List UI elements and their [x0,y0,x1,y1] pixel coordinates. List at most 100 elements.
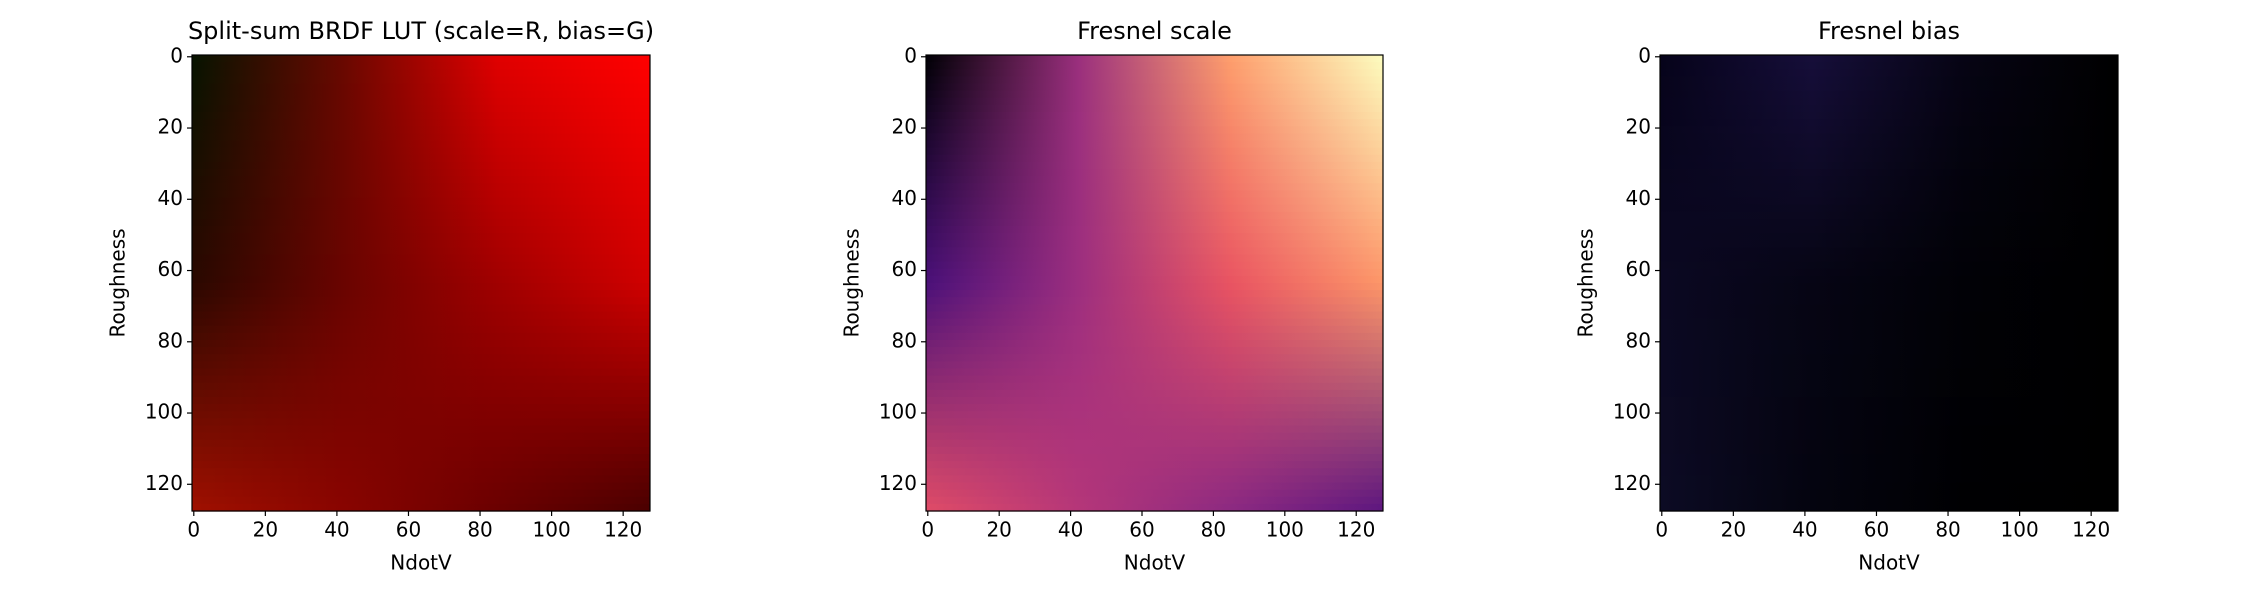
heatmap-strip [192,368,650,377]
y-axis-label: Roughness [840,228,864,337]
heatmap-strip [1660,482,2118,491]
heatmap-strip [926,183,1383,191]
heatmap-strip [1660,176,2118,184]
heatmap-strip [926,147,1383,156]
heatmap-strip [1660,432,2118,441]
y-tick-label: 60 [158,257,183,281]
heatmap-strip [926,354,1383,362]
heatmap-strip [192,226,650,234]
heatmap-strip [192,297,650,305]
y-tick-label: 80 [892,328,917,352]
x-tick-label: 100 [2001,518,2039,542]
heatmap-strip [192,97,650,106]
heatmap-strip [926,240,1383,248]
heatmap-strip [926,418,1383,427]
heatmap-strip [926,290,1383,298]
x-axis-label: NdotV [1124,551,1186,575]
heatmap-strip [192,90,650,99]
heatmap-strip [192,126,650,134]
heatmap-strip [1660,119,2118,127]
heatmap-strip [1660,368,2118,377]
heatmap-strip [926,126,1383,134]
heatmap-strip [192,482,650,491]
heatmap-strip [926,496,1383,505]
heatmap-strip [926,190,1383,199]
heatmap-strip [192,55,650,63]
heatmap-strip [192,211,650,220]
heatmap-strip [1660,332,2118,341]
y-tick-label: 20 [892,115,917,139]
heatmap-strip [926,176,1383,184]
axes-frame [925,54,1384,512]
heatmap-strip [926,226,1383,234]
x-tick-label: 80 [1201,518,1226,542]
y-axis-label: Roughness [1574,228,1598,337]
axes-frame [1659,54,2119,512]
heatmap-strip [192,503,650,512]
heatmap-strip [926,69,1383,77]
heatmap-strip [926,283,1383,291]
heatmap-strip [192,62,650,70]
x-tick-label: 60 [396,518,421,542]
heatmap-strip [1660,404,2118,412]
heatmap-strip [926,389,1383,398]
x-tick-label: 60 [1864,518,1889,542]
heatmap-strip [926,482,1383,491]
heatmap-strip [1660,325,2118,334]
heatmap-strip [1660,475,2118,484]
heatmap-strip [192,347,650,355]
heatmap-strip [192,411,650,419]
heatmap-strip [192,169,650,177]
heatmap-strip [926,446,1383,455]
heatmap-strip [926,268,1383,277]
heatmap-strip [192,446,650,455]
heatmap-strip [926,154,1383,163]
y-tick-label: 40 [1626,186,1651,210]
x-tick-label: 0 [921,518,934,542]
heatmap-strip [1660,247,2118,256]
heatmap-strip [926,204,1383,213]
heatmap-strip [926,361,1383,370]
heatmap-strip [192,389,650,398]
heatmap-strip [1660,425,2118,434]
heatmap-strip [1660,297,2118,305]
heatmap-strip [926,197,1383,206]
heatmap-strip [192,361,650,370]
heatmap-strip [926,325,1383,334]
heatmap-strip [926,439,1383,448]
x-axis-label: NdotV [390,551,452,575]
x-tick-label: 80 [467,518,492,542]
heatmap-strip [192,332,650,341]
heatmap-strip [1660,140,2118,149]
heatmap-strip [926,140,1383,149]
y-tick-label: 80 [158,328,183,352]
heatmap-strip [1660,197,2118,206]
heatmap-strip [192,283,650,291]
heatmap-strip [192,340,650,348]
heatmap-strip [1660,418,2118,427]
heatmap-strip [192,247,650,256]
heatmap-strip [192,439,650,448]
heatmap-strip [1660,446,2118,455]
heatmap-strip [1660,361,2118,370]
x-tick-label: 40 [324,518,349,542]
heatmap-strip [926,397,1383,405]
heatmap-strip [1660,261,2118,270]
heatmap-strip [926,275,1383,284]
y-tick-label: 80 [1626,328,1651,352]
heatmap-strip [1660,69,2118,77]
heatmap-strip [1660,439,2118,448]
heatmap-strip [1660,468,2118,476]
heatmap-strip [1660,375,2118,384]
heatmap-strip [1660,154,2118,163]
heatmap-strip [1660,354,2118,362]
heatmap-strip [1660,283,2118,291]
y-tick-label: 0 [1638,43,1651,67]
heatmap-strip [1660,161,2118,170]
heatmap-strip [1660,126,2118,134]
heatmap-strip [926,83,1383,92]
heatmap-strip [192,161,650,170]
heatmap-strip [192,404,650,412]
heatmap-strip [192,154,650,163]
axes-frame [191,54,651,512]
